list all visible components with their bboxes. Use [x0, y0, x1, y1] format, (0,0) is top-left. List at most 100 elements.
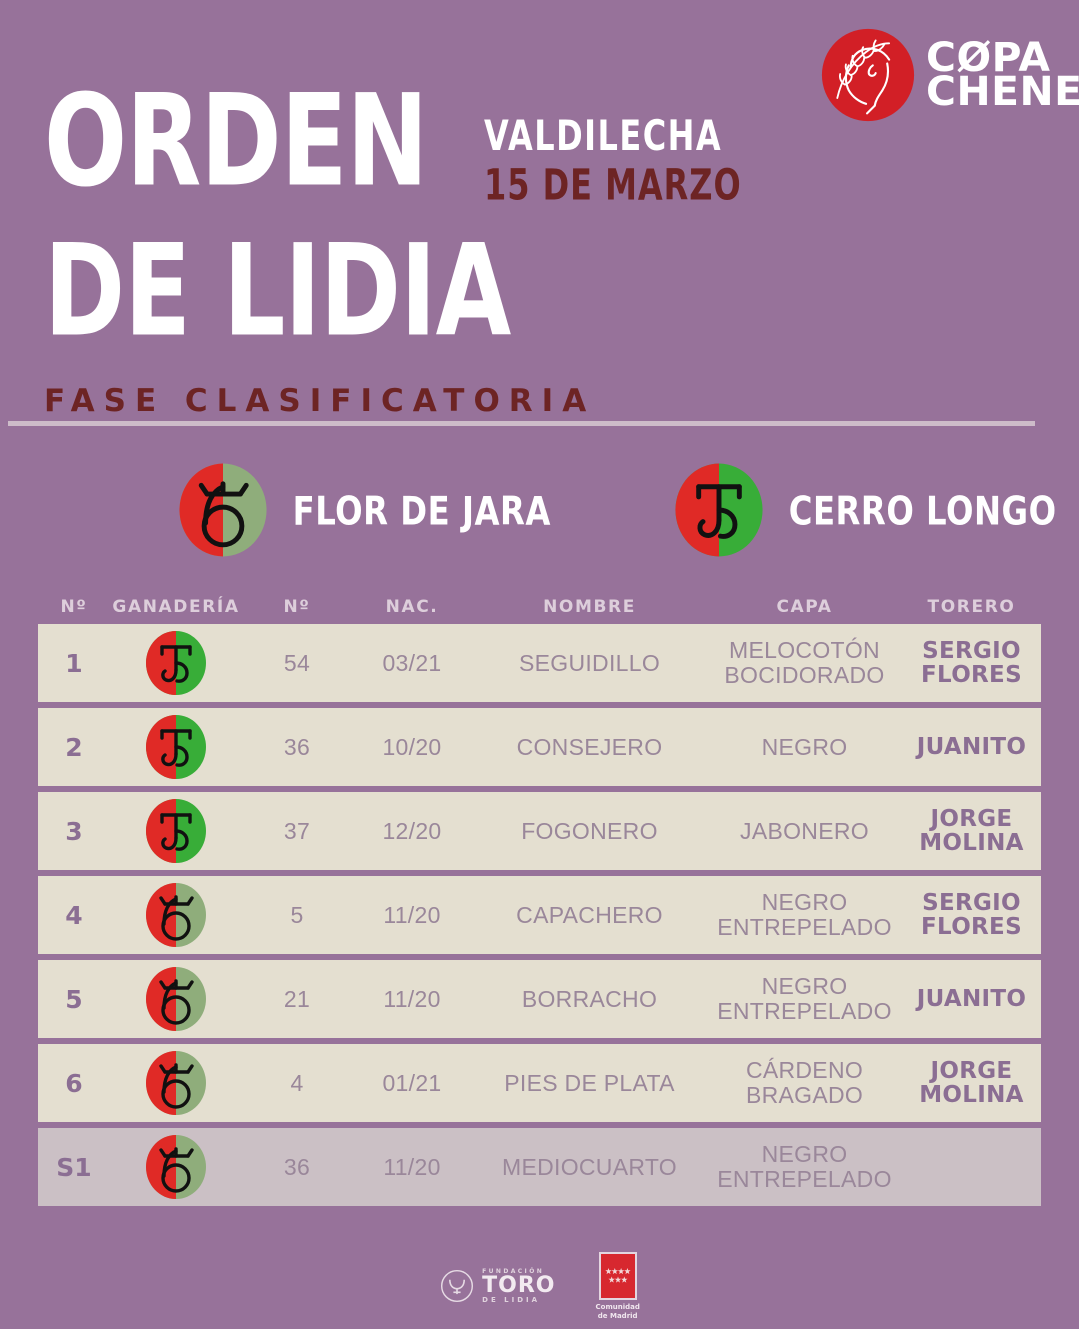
- cell-num: 21: [242, 985, 352, 1012]
- cell-no-value: S1: [56, 1152, 92, 1182]
- cell-nombre: CAPACHERO: [472, 901, 707, 928]
- cell-nac-value: 03/21: [382, 649, 442, 676]
- header-divider: [8, 421, 1035, 426]
- cell-ganaderia: [110, 882, 242, 948]
- column-header-capa: CAPA: [776, 597, 833, 617]
- page-title-line-2: DE LIDIA: [44, 216, 511, 365]
- cell-nac-value: 12/20: [382, 817, 442, 844]
- cell-num-value: 37: [283, 817, 311, 844]
- cell-nac: 12/20: [352, 817, 472, 844]
- cell-torero-value: JORGE MOLINA: [919, 1057, 1024, 1108]
- legend-label-flor-de-jara: FLOR DE JARA: [292, 486, 551, 534]
- cerro-longo-iron-icon: [146, 631, 206, 695]
- cell-torero-value: SERGIO FLORES: [921, 889, 1022, 940]
- cell-num-value: 36: [283, 1153, 311, 1180]
- cell-num-value: 21: [283, 985, 311, 1012]
- cell-capa-value: NEGRO: [761, 733, 848, 760]
- cell-torero: JUANITO: [902, 987, 1041, 1011]
- cell-torero-value: SERGIO FLORES: [921, 637, 1022, 688]
- cell-capa: NEGRO ENTREPELADO: [707, 1142, 902, 1192]
- column-header-num: Nº: [283, 597, 311, 617]
- ftl-bottom-text: DE LIDIA: [482, 1295, 541, 1304]
- cell-no: 3: [38, 817, 110, 846]
- cell-num-value: 4: [290, 1069, 304, 1096]
- cell-capa-value: NEGRO ENTREPELADO: [717, 973, 892, 1024]
- flor-de-jara-iron-icon: [146, 1135, 206, 1199]
- toro-circle-icon: [441, 1270, 474, 1303]
- table-row: 2 36 10/20 CONSEJERO NEGRO JUANITO: [38, 708, 1041, 786]
- cell-no-value: 1: [65, 648, 83, 678]
- cell-nombre: BORRACHO: [472, 985, 707, 1012]
- cell-num: 54: [242, 649, 352, 676]
- cell-no-value: 5: [65, 984, 83, 1014]
- madrid-caption-line-1: Comunidad: [595, 1303, 640, 1311]
- cell-num: 5: [242, 901, 352, 928]
- cell-nombre-value: FOGONERO: [521, 817, 658, 844]
- table-row: 1 54 03/21 SEGUIDILLO MELOCOTÓN BOCIDORADO SE…: [38, 624, 1041, 702]
- cell-capa: JABONERO: [707, 817, 902, 844]
- flor-de-jara-iron-icon: [146, 1051, 206, 1115]
- cell-nombre: FOGONERO: [472, 817, 707, 844]
- page-subtitle: FASE CLASIFICATORIA: [44, 383, 596, 420]
- cell-torero: JORGE MOLINA: [902, 807, 1041, 855]
- column-header-nombre: NOMBRE: [543, 597, 636, 617]
- event-date: 15 DE MARZO: [483, 159, 742, 210]
- cell-no: 2: [38, 733, 110, 762]
- cell-num-value: 5: [290, 901, 304, 928]
- toro-wordmark: FUNDACIÓN TORO DE LIDIA: [482, 1267, 555, 1304]
- legend-item-cerro-longo: CERRO LONGO: [674, 462, 1059, 558]
- cell-no-value: 4: [65, 900, 83, 930]
- cell-nac-value: 01/21: [382, 1069, 442, 1096]
- page-title-line-1: ORDEN: [44, 66, 428, 215]
- madrid-stars-box: [598, 1252, 637, 1300]
- cerro-longo-iron-icon: [674, 463, 763, 557]
- cell-num-value: 36: [283, 733, 311, 760]
- ftl-top-text: FUNDACIÓN: [482, 1267, 545, 1275]
- cell-num: 36: [242, 1153, 352, 1180]
- cell-capa: CÁRDENO BRAGADO: [707, 1058, 902, 1108]
- cell-nombre-value: CAPACHERO: [516, 901, 663, 928]
- legend-item-flor-de-jara: FLOR DE JARA: [178, 462, 554, 558]
- copa-chenel-wordmark: CØPA CHENEL: [926, 35, 1079, 112]
- poster-footer: FUNDACIÓN TORO DE LIDIA Comunidad de Mad: [0, 1252, 1079, 1321]
- logo-line-1: CØPA: [926, 35, 1051, 82]
- cell-ganaderia: [110, 630, 242, 696]
- title-block: ORDEN VALDILECHA 15 DE MARZO DE LIDIA FA…: [44, 66, 1024, 420]
- cell-no: 4: [38, 901, 110, 930]
- flor-de-jara-iron-icon: [146, 883, 206, 947]
- table-row: S1 36 11/20 MEDIOCUARTO NEGRO ENTREPELADO: [38, 1128, 1041, 1206]
- cell-nac-value: 11/20: [383, 1153, 441, 1180]
- column-header-no: Nº: [60, 597, 88, 617]
- legend-label-cerro-longo: CERRO LONGO: [788, 486, 1057, 534]
- cell-no: 6: [38, 1069, 110, 1098]
- comunidad-de-madrid-logo: Comunidad de Madrid: [596, 1252, 640, 1321]
- cell-nac: 03/21: [352, 649, 472, 676]
- event-info: VALDILECHA 15 DE MARZO: [483, 110, 750, 206]
- cell-capa-value: JABONERO: [740, 817, 869, 844]
- cell-torero: SERGIO FLORES: [902, 639, 1041, 687]
- cell-nac: 01/21: [352, 1069, 472, 1096]
- cell-num-value: 54: [283, 649, 311, 676]
- column-header-torero: TORERO: [927, 597, 1016, 617]
- cell-ganaderia: [110, 1134, 242, 1200]
- table-row: 6 4 01/21 PIES DE PLATA CÁRDENO BRAGADO JORGE…: [38, 1044, 1041, 1122]
- cell-nombre-value: CONSEJERO: [516, 733, 663, 760]
- cell-capa: NEGRO ENTREPELADO: [707, 890, 902, 940]
- cell-torero: JUANITO: [902, 735, 1041, 759]
- event-location: VALDILECHA: [483, 110, 723, 161]
- cell-nombre-value: BORRACHO: [521, 985, 658, 1012]
- flor-de-jara-iron-icon: [146, 967, 206, 1031]
- cell-nombre-value: PIES DE PLATA: [504, 1069, 675, 1096]
- cell-ganaderia: [110, 1050, 242, 1116]
- table-row: 5 21 11/20 BORRACHO NEGRO ENTREPELADO JUANITO: [38, 960, 1041, 1038]
- cerro-longo-iron-icon: [146, 799, 206, 863]
- cell-nombre-value: MEDIOCUARTO: [502, 1153, 677, 1180]
- cell-nombre: PIES DE PLATA: [472, 1069, 707, 1096]
- cell-nac: 11/20: [352, 986, 472, 1012]
- cell-nombre: CONSEJERO: [472, 733, 707, 760]
- lidia-order-table: Nº GANADERÍA Nº NAC. NOMBRE CAPA TORERO …: [38, 590, 1041, 1212]
- cell-torero: SERGIO FLORES: [902, 891, 1041, 939]
- cell-num: 36: [242, 733, 352, 760]
- cell-torero: JORGE MOLINA: [902, 1059, 1041, 1107]
- cell-capa: NEGRO: [707, 733, 902, 760]
